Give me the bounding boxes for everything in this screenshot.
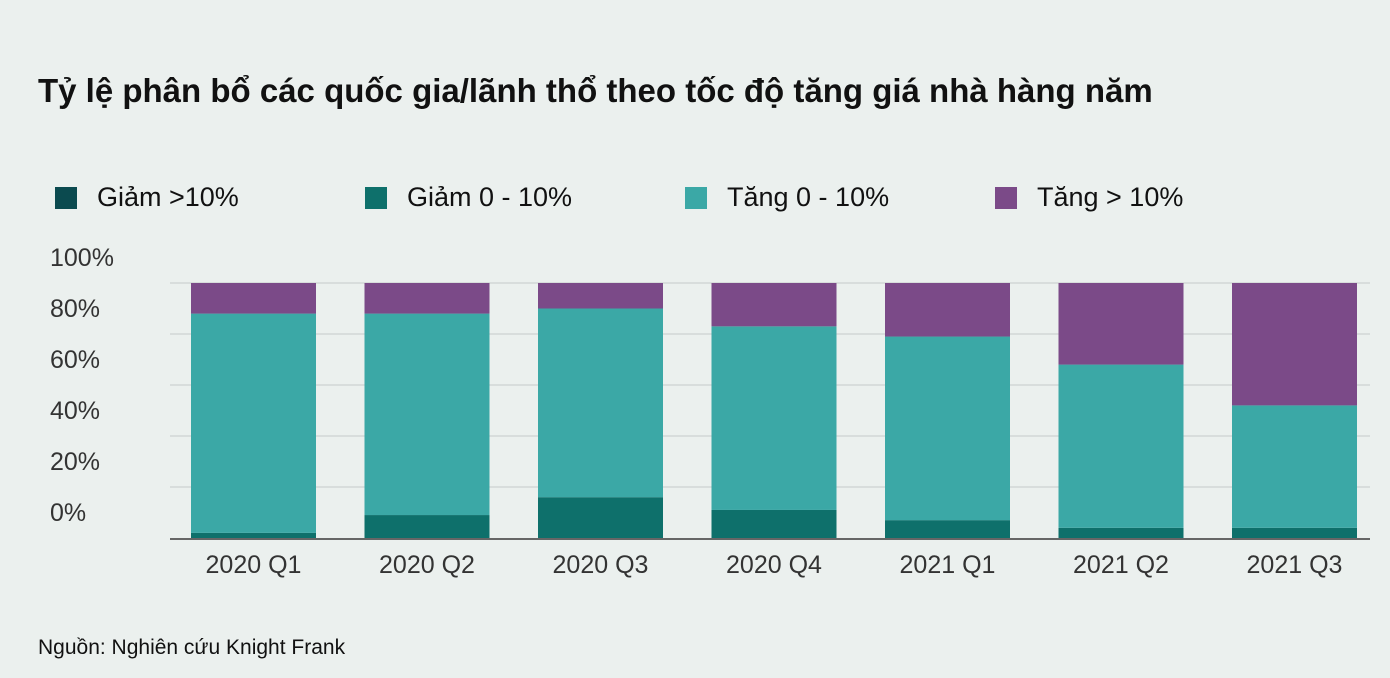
x-tick-label: 2021 Q3 xyxy=(1247,551,1343,579)
x-tick-label: 2021 Q1 xyxy=(900,551,996,579)
bar-segment xyxy=(191,283,316,314)
legend-swatch xyxy=(685,186,707,209)
legend-item: Tăng 0 - 10% xyxy=(685,182,889,213)
bar-segment xyxy=(711,326,837,510)
chart-title: Tỷ lệ phân bổ các quốc gia/lãnh thổ theo… xyxy=(38,72,1153,109)
bar-segment xyxy=(885,283,1010,337)
bar-segment xyxy=(364,515,490,538)
bar-segment xyxy=(711,509,837,538)
legend-label: Giảm 0 - 10% xyxy=(407,182,573,212)
bar-segment xyxy=(885,520,1010,538)
bar-segment xyxy=(1232,527,1357,538)
x-tick-label: 2020 Q3 xyxy=(553,551,649,579)
legend-item: Giảm 0 - 10% xyxy=(365,182,572,213)
y-tick-label: 20% xyxy=(50,448,100,476)
y-tick-label: 40% xyxy=(50,397,100,425)
x-tick-label: 2021 Q2 xyxy=(1073,551,1169,579)
bar-segment xyxy=(364,313,490,516)
bar-segment xyxy=(1058,527,1184,538)
bar-segment xyxy=(364,283,490,314)
legend-swatch xyxy=(55,186,77,209)
x-tick-label: 2020 Q2 xyxy=(379,551,475,579)
legend-swatch xyxy=(365,186,387,209)
legend-item: Giảm >10% xyxy=(55,182,239,213)
bar-segment xyxy=(885,336,1010,521)
source-note: Nguồn: Nghiên cứu Knight Frank xyxy=(38,636,346,659)
y-tick-label: 100% xyxy=(50,244,114,272)
legend-item: Tăng > 10% xyxy=(995,182,1183,213)
legend-label: Tăng 0 - 10% xyxy=(727,182,890,212)
bar-segment xyxy=(1058,364,1184,528)
bar-segment xyxy=(1232,283,1357,406)
x-tick-label: 2020 Q4 xyxy=(726,551,822,579)
x-tick-label: 2020 Q1 xyxy=(206,551,302,579)
y-tick-label: 60% xyxy=(50,346,100,374)
legend-label: Tăng > 10% xyxy=(1037,182,1184,212)
legend-label: Giảm >10% xyxy=(97,182,239,212)
legend-swatch xyxy=(995,186,1017,209)
y-tick-label: 0% xyxy=(50,499,86,527)
y-tick-label: 80% xyxy=(50,295,100,323)
bar-segment xyxy=(1058,283,1184,365)
bar-segment xyxy=(538,497,663,538)
bar-segment xyxy=(191,532,316,538)
bar-segment xyxy=(1232,405,1357,528)
bar-segment xyxy=(191,313,316,533)
bar-segment xyxy=(538,308,663,498)
bar-segment xyxy=(538,283,663,309)
bar-segment xyxy=(711,283,837,327)
